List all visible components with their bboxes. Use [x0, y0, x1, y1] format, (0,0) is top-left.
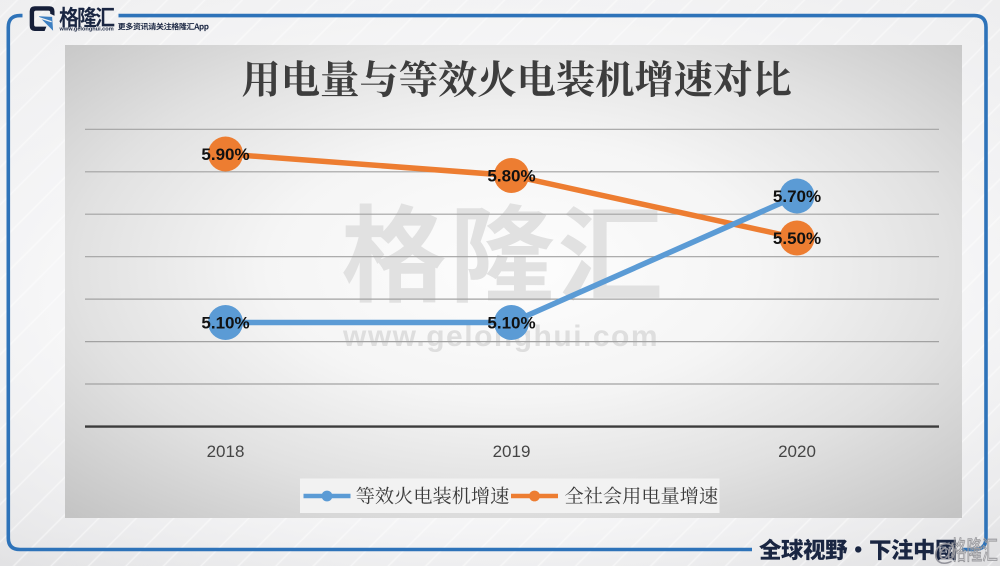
svg-text:2019: 2019	[493, 442, 531, 461]
svg-text:5.80%: 5.80%	[487, 167, 535, 186]
svg-text:5.10%: 5.10%	[201, 314, 249, 333]
svg-text:5.50%: 5.50%	[773, 229, 821, 248]
svg-text:5.10%: 5.10%	[487, 314, 535, 333]
svg-text:2020: 2020	[778, 442, 816, 461]
svg-text:2018: 2018	[207, 442, 245, 461]
svg-text:www.gelonghui.com: www.gelonghui.com	[59, 27, 114, 33]
svg-text:5.70%: 5.70%	[773, 187, 821, 206]
svg-text:5.90%: 5.90%	[201, 145, 249, 164]
